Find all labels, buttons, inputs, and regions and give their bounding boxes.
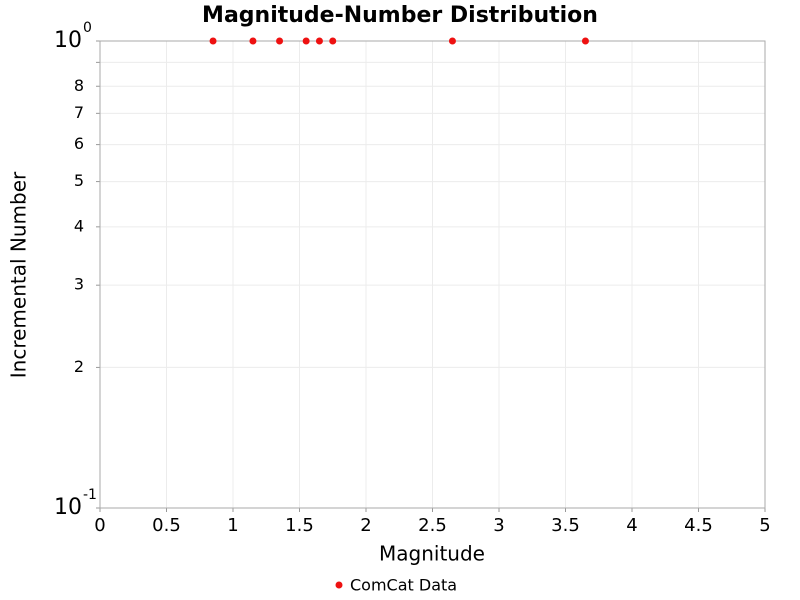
plot-frame — [99, 40, 766, 509]
x-tick-label: 3 — [493, 515, 504, 536]
x-axis-label: Magnitude — [379, 542, 485, 566]
tick-exponent: -1 — [83, 487, 97, 503]
y-tick-label: 10 — [54, 28, 82, 53]
y-axis-label: Incremental Number — [7, 171, 31, 378]
point — [329, 37, 337, 45]
tick-base: 10 — [54, 28, 82, 53]
tick-base: 10 — [54, 495, 82, 520]
y-tick-label: 7 — [74, 103, 84, 122]
y-tick-label: 5 — [74, 171, 84, 190]
x-tick-label: 1.5 — [285, 515, 314, 536]
legend-marker — [335, 581, 343, 589]
point — [315, 37, 323, 45]
point — [209, 37, 217, 45]
x-tick-label: 4 — [626, 515, 637, 536]
point — [276, 37, 284, 45]
chart-title: Magnitude-Number Distribution — [202, 3, 598, 28]
legend-label: ComCat Data — [350, 576, 457, 595]
x-tick-label: 1 — [227, 515, 238, 536]
point — [581, 37, 589, 45]
y-tick-label: 8 — [74, 76, 84, 95]
point — [448, 37, 456, 45]
y-tick-label: 3 — [74, 275, 84, 294]
x-tick-label: 0 — [94, 515, 105, 536]
x-tick-label: 3.5 — [551, 515, 580, 536]
y-tick-label: 6 — [74, 134, 84, 153]
y-tick-label: 10 — [54, 495, 82, 520]
y-tick-label: 2 — [74, 357, 84, 376]
y-tick-label: 4 — [74, 216, 84, 235]
tick-exponent: 0 — [83, 20, 92, 36]
point — [249, 37, 257, 45]
x-tick-label: 5 — [759, 515, 770, 536]
x-tick-label: 4.5 — [684, 515, 713, 536]
x-tick-label: 0.5 — [152, 515, 181, 536]
point — [302, 37, 310, 45]
x-tick-label: 2 — [360, 515, 371, 536]
x-tick-label: 2.5 — [418, 515, 447, 536]
